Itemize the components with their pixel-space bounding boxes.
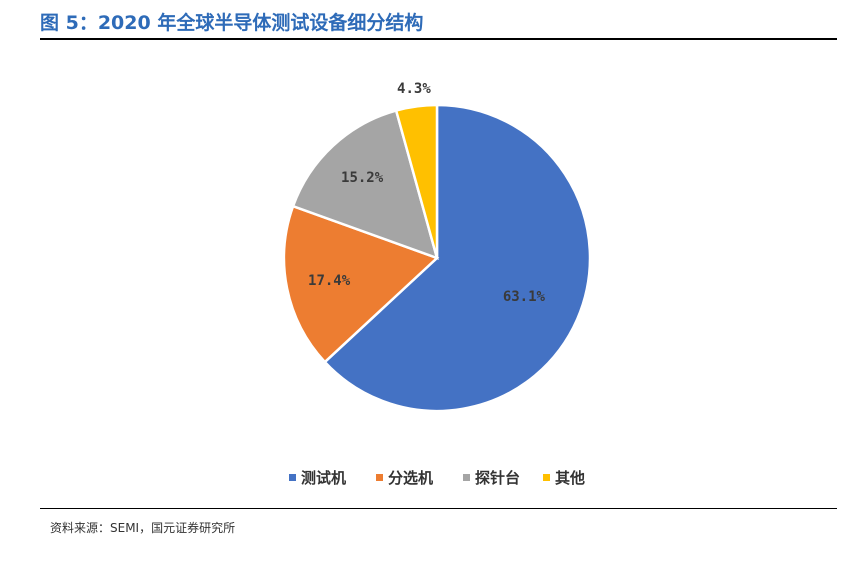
pie-slice-3 <box>291 109 439 260</box>
legend-swatch-3 <box>463 474 470 481</box>
pie-slices <box>282 103 592 413</box>
legend-label-1: 测试机 <box>301 469 346 487</box>
legend-swatch-4 <box>543 474 550 481</box>
figure-title: 图 5：2020 年全球半导体测试设备细分结构 <box>40 12 424 34</box>
legend-label-3: 探针台 <box>475 469 520 487</box>
footer-rule <box>40 508 837 509</box>
data-label-3: 15.2% <box>341 170 384 186</box>
data-label-1: 63.1% <box>503 289 546 305</box>
pie-slice-1 <box>323 103 592 413</box>
pie-slice-4 <box>394 103 439 259</box>
legend-swatch-2 <box>376 474 383 481</box>
legend-swatch-1 <box>289 474 296 481</box>
chart-legend: 测试机 分选机 探针台 其他 <box>289 469 585 487</box>
legend-label-2: 分选机 <box>388 469 433 487</box>
source-note: 资料来源：SEMI，国元证券研究所 <box>50 521 236 535</box>
pie-data-labels: 63.1% 17.4% 15.2% 4.3% <box>308 81 546 305</box>
title-rule <box>40 38 837 40</box>
data-label-4: 4.3% <box>397 81 431 97</box>
legend-label-4: 其他 <box>555 469 585 487</box>
data-label-2: 17.4% <box>308 273 351 289</box>
